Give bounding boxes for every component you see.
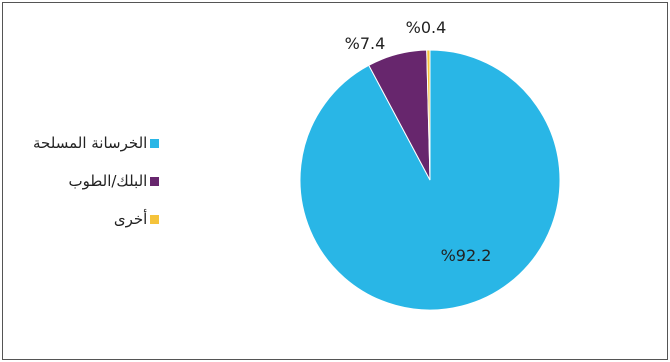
legend-item-reinforced-concrete: الخرسانة المسلحة (33, 131, 160, 155)
legend-swatch-other (150, 214, 160, 224)
legend-swatch-block-brick (150, 176, 160, 186)
pie-slice-other (426, 49, 431, 181)
legend-label-other: أخرى (113, 210, 148, 228)
legend-label-block-brick: البلك/الطوب (68, 172, 148, 190)
legend: الخرسانة المسلحة البلك/الطوب أخرى (33, 131, 160, 231)
legend-item-other: أخرى (33, 207, 160, 231)
legend-item-block-brick: البلك/الطوب (33, 169, 160, 193)
data-label-other: %0.4 (406, 18, 447, 37)
legend-label-reinforced-concrete: الخرسانة المسلحة (33, 134, 148, 152)
pie-chart: %92.2 %7.4 %0.4 (299, 18, 561, 311)
legend-swatch-reinforced-concrete (150, 138, 160, 148)
data-label-reinforced-concrete: %92.2 (441, 246, 492, 265)
data-label-block-brick: %7.4 (345, 34, 386, 53)
